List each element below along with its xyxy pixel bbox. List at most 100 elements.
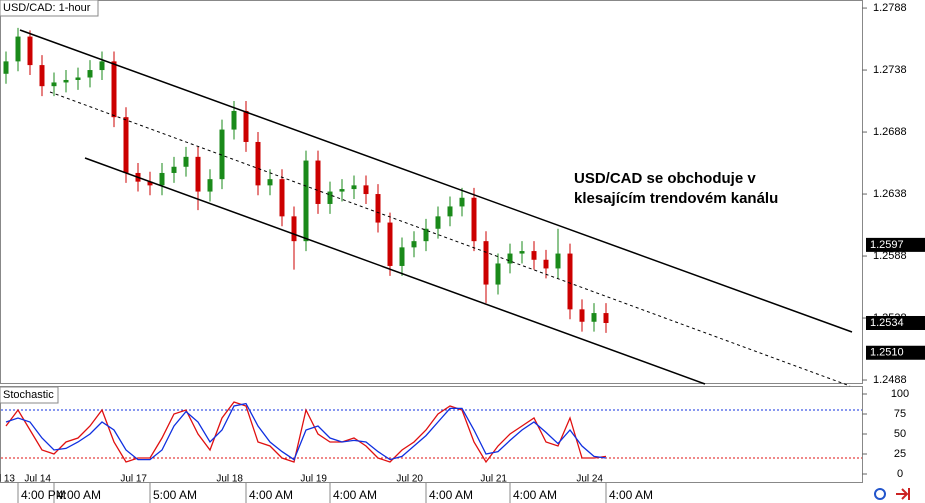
candle-body <box>243 110 249 142</box>
candle-body <box>543 259 549 269</box>
scroll-icon[interactable] <box>896 488 910 500</box>
y-tick-label: 1.2738 <box>873 64 907 76</box>
x-date-label: Jul 18 <box>216 474 243 485</box>
candle-body <box>411 241 417 248</box>
stochastic-title: Stochastic <box>3 389 54 401</box>
price-label: 1.2510 <box>870 347 904 359</box>
price-label: 1.2534 <box>870 317 904 329</box>
candle-body <box>279 179 285 217</box>
x-date-label: Jul 24 <box>576 474 603 485</box>
stochastic-panel <box>0 386 863 483</box>
y-tick-label: 1.2688 <box>873 126 907 138</box>
annotation: klesajícím trendovém kanálu <box>574 190 778 207</box>
candle-body <box>291 216 297 242</box>
candle-body <box>147 181 153 186</box>
candle-body <box>315 160 321 204</box>
candle-body <box>507 253 513 264</box>
price-label: 1.2597 <box>870 239 904 251</box>
title-box <box>0 0 99 17</box>
candle-body <box>123 117 129 173</box>
main-panel <box>0 0 863 384</box>
x-date-label: Jul 19 <box>300 474 327 485</box>
candle-body <box>63 79 69 83</box>
candle-body <box>219 129 225 180</box>
candle-body <box>111 61 117 118</box>
candle-body <box>51 82 57 87</box>
title-box <box>0 386 59 404</box>
stochastic-line <box>5 402 607 461</box>
x-time-label: 4:00 AM <box>513 488 557 502</box>
candle-body <box>303 160 309 242</box>
link-icon[interactable] <box>874 488 886 500</box>
y-tick-label: 50 <box>894 428 906 440</box>
x-time-label: 4:00 AM <box>609 488 653 502</box>
candle-body <box>567 253 573 310</box>
candle-body <box>267 179 273 186</box>
candle-body <box>471 197 477 242</box>
x-time-label: 4:00 PM <box>21 488 66 502</box>
price-label-box <box>866 315 925 330</box>
candle-body <box>231 110 237 130</box>
candle-body <box>447 206 453 217</box>
price-label-box <box>866 345 925 360</box>
candle-body <box>171 166 177 173</box>
channel-lower <box>84 157 706 385</box>
candle-body <box>255 141 261 186</box>
candle-body <box>591 313 597 322</box>
candle-body <box>519 251 525 254</box>
annotation: USD/CAD se obchoduje v <box>574 170 756 187</box>
price-label-box <box>866 237 925 252</box>
candle-body <box>435 216 441 229</box>
x-date-label: Jul 14 <box>24 474 51 485</box>
candle-body <box>207 179 213 192</box>
y-tick-label: 1.2588 <box>873 250 907 262</box>
candle-body <box>351 185 357 190</box>
y-tick-label: 1.2488 <box>873 374 907 386</box>
x-date-label: Jul 21 <box>480 474 507 485</box>
x-date-label: Jul 17 <box>120 474 147 485</box>
candle-body <box>603 313 609 323</box>
candle-body <box>39 65 45 87</box>
x-time-label: 4:00 AM <box>249 488 293 502</box>
candle-body <box>15 36 21 62</box>
channel-middle <box>49 91 851 387</box>
candle-body <box>3 61 9 74</box>
candle-body <box>183 156 189 167</box>
candle-body <box>27 36 33 66</box>
x-time-label: 5:00 AM <box>153 488 197 502</box>
candle-body <box>363 185 369 195</box>
y-tick-label: 75 <box>894 408 906 420</box>
x-time-label: 4:00 AM <box>57 488 101 502</box>
candle-body <box>423 228 429 242</box>
candle-body <box>195 156 201 192</box>
icons[interactable] <box>874 488 910 500</box>
candle-body <box>399 247 405 266</box>
candle-body <box>75 77 81 80</box>
candle-body <box>327 191 333 204</box>
candle-body <box>579 309 585 322</box>
chart-title: USD/CAD: 1-hour <box>3 2 91 14</box>
candle-body <box>87 70 93 78</box>
x-time-label: 4:00 AM <box>429 488 473 502</box>
channel-upper <box>19 29 853 333</box>
x-date-label: Jul 13 <box>0 474 15 485</box>
candle-body <box>99 61 105 71</box>
candle-body <box>387 222 393 266</box>
candle-body <box>495 263 501 285</box>
candle-body <box>555 253 561 269</box>
y-tick-label: 1.2788 <box>873 2 907 14</box>
y-tick-label: 1.2638 <box>873 188 907 200</box>
y-tick-label: 100 <box>891 388 909 400</box>
x-date-label: Jul 20 <box>396 474 423 485</box>
x-time-label: 4:00 AM <box>333 488 377 502</box>
candle-body <box>339 189 345 192</box>
y-tick-label: 0 <box>897 468 903 480</box>
candle-body <box>375 194 381 223</box>
stochastic-line <box>5 401 607 464</box>
y-tick-label: 25 <box>894 448 906 460</box>
candle-body <box>531 251 537 260</box>
candle-body <box>483 241 489 285</box>
candle-body <box>159 172 165 186</box>
candle-body <box>459 197 465 207</box>
